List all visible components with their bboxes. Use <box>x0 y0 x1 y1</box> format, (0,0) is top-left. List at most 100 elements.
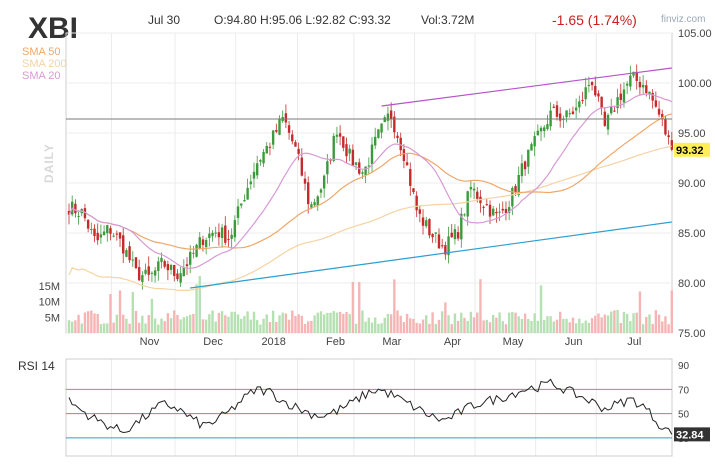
month-tick-label: Jun <box>565 336 583 348</box>
brand-label[interactable]: finviz.com <box>661 14 705 25</box>
volume-bar <box>638 291 642 333</box>
candle-body <box>150 272 154 274</box>
candle-body <box>476 191 479 199</box>
volume-bar <box>332 311 335 333</box>
candle-body <box>83 208 87 219</box>
candle-body <box>661 113 664 120</box>
volume-bar <box>185 316 189 333</box>
volume-bar <box>297 314 300 333</box>
candle-body <box>185 264 189 267</box>
candle-body <box>230 234 233 239</box>
candle-body <box>217 232 221 238</box>
volume-bar <box>131 292 134 333</box>
volume-bar <box>667 324 670 333</box>
month-tick-label: Apr <box>444 336 461 348</box>
candle-body <box>514 186 517 193</box>
volume-bar <box>358 282 361 333</box>
volume-bar <box>249 319 252 333</box>
candle-body <box>67 210 71 215</box>
volume-bar <box>523 313 527 333</box>
volume-bar <box>90 310 93 333</box>
candle-body <box>444 245 447 255</box>
volume-bar <box>654 310 658 333</box>
candle-body <box>182 267 186 277</box>
volume-bar <box>469 311 473 333</box>
volume-bar <box>189 314 192 333</box>
candle-body <box>319 189 323 193</box>
candle-body <box>115 233 119 235</box>
volume-bar <box>584 320 587 333</box>
volume-bar <box>150 298 154 333</box>
volume-bar <box>118 290 122 333</box>
candle-body <box>485 204 489 206</box>
candle-body <box>581 99 584 101</box>
candle-body <box>555 105 559 117</box>
volume-bar <box>456 320 460 333</box>
candle-body <box>584 87 587 100</box>
candle-body <box>520 163 524 177</box>
volume-bar <box>603 314 607 333</box>
last-price-label: 93.32 <box>676 145 704 157</box>
volume-bar <box>74 320 77 333</box>
volume-bar <box>230 311 233 333</box>
volume-bar <box>163 321 166 333</box>
volume-bar <box>348 314 351 333</box>
candle-body <box>208 233 211 238</box>
candle-body <box>568 113 571 115</box>
legend-sma200: SMA 200 <box>22 58 67 70</box>
volume-bar <box>409 318 412 333</box>
volume-bar <box>460 312 463 333</box>
volume-bar <box>278 315 281 333</box>
volume-bar <box>109 294 112 333</box>
candle-body <box>173 264 176 276</box>
volume-bar <box>610 311 613 333</box>
volume-bar <box>147 315 150 333</box>
volume-bar <box>664 316 667 333</box>
candle-body <box>227 239 230 241</box>
volume-bar <box>428 323 431 333</box>
candle-body <box>214 232 217 234</box>
volume-bar <box>307 321 310 333</box>
candle-body <box>93 228 96 237</box>
candle-body <box>106 225 109 234</box>
volume-bar <box>294 315 297 333</box>
volume-bar <box>383 317 386 333</box>
bar-date: Jul 30 <box>148 13 180 27</box>
candle-body <box>348 148 351 154</box>
volume-bar <box>195 284 198 333</box>
volume-bar <box>70 321 74 333</box>
candle-body <box>160 257 163 262</box>
volume-bar <box>284 313 288 333</box>
volume-bar <box>342 313 345 333</box>
rsi-panel <box>65 358 673 457</box>
month-tick-label: Dec <box>203 336 223 348</box>
candle-body <box>389 110 393 119</box>
volume-bar <box>606 315 610 333</box>
candle-body <box>137 267 141 281</box>
candle-body <box>399 137 402 151</box>
volume-bar <box>281 312 284 333</box>
volume-bar <box>479 279 482 333</box>
volume-bar <box>287 319 291 333</box>
volume-bar <box>418 323 422 333</box>
volume-bar <box>319 311 323 333</box>
volume-bar <box>354 323 358 333</box>
volume-bar <box>176 314 179 333</box>
rsi-last-box <box>674 427 710 442</box>
candle-body <box>386 113 390 121</box>
candle-body <box>204 239 208 248</box>
volume-bar <box>539 285 543 333</box>
candle-body <box>109 228 112 234</box>
volume-bar <box>93 313 96 333</box>
candle-body <box>645 85 648 94</box>
volume-bar <box>201 319 205 333</box>
volume-bar <box>246 311 249 333</box>
volume-bar <box>565 318 568 333</box>
volume-bar <box>329 312 332 333</box>
candle-body <box>310 204 313 208</box>
volume-bar <box>600 317 603 333</box>
candle-body <box>409 169 412 186</box>
volume-bar <box>476 312 479 333</box>
volume-bar <box>536 320 540 333</box>
candle-body <box>629 75 632 87</box>
